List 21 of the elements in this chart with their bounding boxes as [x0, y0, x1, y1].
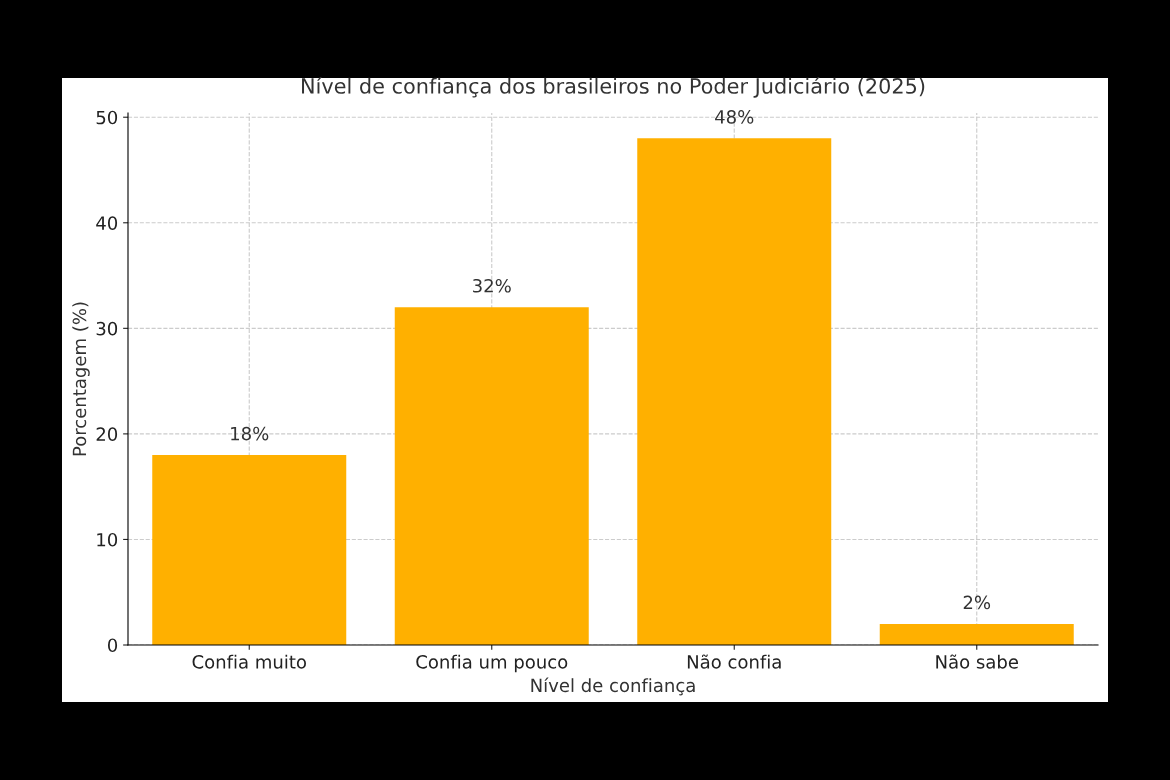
- chart-title: Nível de confiança dos brasileiros no Poder Judiciário (2025): [302, 76, 925, 98]
- data-label: 32%: [473, 278, 511, 293]
- y-tick-label: 20: [96, 427, 118, 442]
- x-tick-label: Confia muito: [192, 654, 306, 669]
- bar: [637, 138, 832, 645]
- y-axis-title: Porcentagem (%): [72, 302, 90, 456]
- bar: [394, 307, 589, 645]
- y-tick-label: 30: [96, 321, 118, 336]
- data-label: 2%: [963, 595, 991, 610]
- y-tick-label: 40: [96, 216, 118, 230]
- y-tick-label: 50: [96, 110, 118, 125]
- y-tick-label: 0: [107, 638, 118, 653]
- x-tick-label: Não confia: [687, 654, 781, 669]
- data-label: 18%: [231, 426, 269, 441]
- data-label: 48%: [715, 110, 754, 124]
- y-tick-label: 10: [97, 532, 118, 547]
- x-tick-label: Confia um pouco: [416, 654, 568, 673]
- bar: [152, 455, 347, 645]
- bar: [879, 623, 1074, 645]
- x-axis-title: Nível de confiança: [531, 677, 695, 696]
- x-tick-label: Não sabe: [936, 654, 1018, 669]
